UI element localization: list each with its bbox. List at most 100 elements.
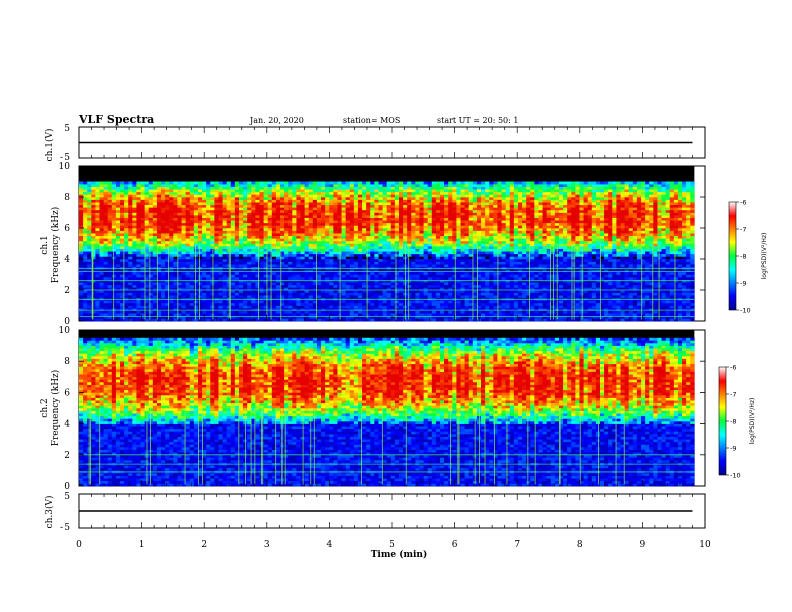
spectrogram-cell <box>136 261 141 265</box>
spectrogram-cell <box>161 279 166 283</box>
spectrogram-cell <box>206 318 211 322</box>
spectrogram-cell <box>124 284 129 288</box>
spectrogram-cell <box>407 191 412 195</box>
spectrogram-cell <box>169 315 174 319</box>
spectrogram-cell <box>345 220 351 224</box>
spectrogram-cell <box>431 261 437 265</box>
spectrogram-cell <box>288 287 293 291</box>
spectrogram-cell <box>329 259 334 262</box>
spectrogram-cell <box>148 230 154 234</box>
spectrogram-cell <box>259 271 264 275</box>
spectrogram-cell <box>357 225 363 229</box>
spectrogram-cell <box>415 181 420 185</box>
spectrogram-cell <box>435 256 441 260</box>
spectrogram-cell <box>308 204 314 208</box>
spectrogram-cell <box>321 217 326 221</box>
spectrogram-cell <box>345 274 351 278</box>
spectrogram-cell <box>156 240 162 244</box>
spectrogram-cell <box>263 292 269 296</box>
spectrogram-cell <box>87 308 92 311</box>
spectrogram-cell <box>193 310 199 314</box>
spectrogram-cell <box>300 300 305 304</box>
spectrogram-cell <box>398 212 404 216</box>
spectrogram-cell <box>197 310 203 314</box>
spectrogram-cell <box>99 313 104 317</box>
spectrogram-cell <box>394 212 400 216</box>
spectrogram-cell <box>243 279 248 283</box>
spectrogram-cell <box>329 305 334 309</box>
spectrogram-cell <box>312 228 318 231</box>
spectrogram-cell <box>255 295 260 299</box>
spectrogram-cell <box>390 217 396 221</box>
spectrogram-cell <box>382 202 387 206</box>
spectrogram-cell <box>169 256 174 260</box>
spectrogram-cell <box>308 305 314 309</box>
spectrogram-cell <box>87 261 92 265</box>
spectrogram-cell <box>415 243 420 247</box>
spectrogram-cell <box>280 277 285 280</box>
spectrogram-cell <box>296 305 301 309</box>
spectrogram-cell <box>214 290 219 293</box>
spectrogram-cell <box>79 230 84 234</box>
spectrogram-cell <box>390 238 396 242</box>
spectrogram-cell <box>177 308 182 311</box>
spectrogram-cell <box>214 230 219 234</box>
spectrogram-cell <box>99 217 104 221</box>
spectrogram-cell <box>185 202 191 206</box>
spectrogram-cell <box>284 284 289 288</box>
spectrogram-cell <box>152 282 158 286</box>
spectrogram-cell <box>230 246 236 249</box>
spectrogram-cell <box>177 300 182 304</box>
spectrogram-cell <box>222 256 227 260</box>
spectrogram-cell <box>431 318 437 322</box>
spectrogram-cell <box>382 199 387 203</box>
spectrogram-cell <box>448 295 453 299</box>
spectrogram-cell <box>95 290 100 293</box>
spectrogram-cell <box>193 235 199 239</box>
spectrogram-cell <box>366 217 371 221</box>
spectrogram-cell <box>173 300 178 304</box>
spectrogram-cell <box>435 318 441 322</box>
spectrogram-cell <box>87 181 92 185</box>
spectrogram-cell <box>152 225 158 229</box>
spectrogram-cell <box>177 302 182 306</box>
spectrogram-cell <box>415 287 420 291</box>
spectrogram-cell <box>238 274 244 278</box>
spectrogram-cell <box>316 233 322 237</box>
spectrogram-cell <box>234 315 240 319</box>
spectrogram-cell <box>304 184 310 187</box>
spectrogram-cell <box>296 215 301 218</box>
spectrogram-cell <box>83 189 88 193</box>
spectrogram-cell <box>99 318 104 322</box>
spectrogram-cell <box>448 215 453 218</box>
spectrogram-cell <box>435 313 441 317</box>
spectrogram-cell <box>103 302 109 306</box>
spectrogram-cell <box>189 313 195 317</box>
spectrogram-cell <box>124 277 129 280</box>
spectrogram-cell <box>362 207 367 211</box>
spectrogram-cell <box>120 215 125 218</box>
spectrogram-cell <box>444 248 449 252</box>
spectrogram-cell <box>247 264 252 268</box>
spectrogram-cell <box>370 194 375 198</box>
spectrogram-cell <box>251 225 256 229</box>
spectrogram-cell <box>440 308 445 311</box>
spectrogram-cell <box>99 282 104 286</box>
spectrogram-cell <box>144 318 150 322</box>
spectrogram-cell <box>312 215 318 218</box>
spectrogram-cell <box>95 189 100 193</box>
spectrogram-cell <box>222 282 227 286</box>
spectrogram-cell <box>456 300 461 304</box>
spectrogram-cell <box>378 243 383 247</box>
spectrogram-cell <box>83 191 88 195</box>
spectrogram-cell <box>210 253 215 257</box>
spectrogram-cell <box>111 215 117 218</box>
spectrogram-cell <box>255 259 260 262</box>
spectrogram-cell <box>206 199 211 203</box>
spectrogram-cell <box>148 240 154 244</box>
spectrogram-cell <box>185 300 191 304</box>
spectrogram-cell <box>312 256 318 260</box>
spectrogram-cell <box>390 225 396 229</box>
spectrogram-cell <box>435 186 441 190</box>
spectrogram-cell <box>357 284 363 288</box>
